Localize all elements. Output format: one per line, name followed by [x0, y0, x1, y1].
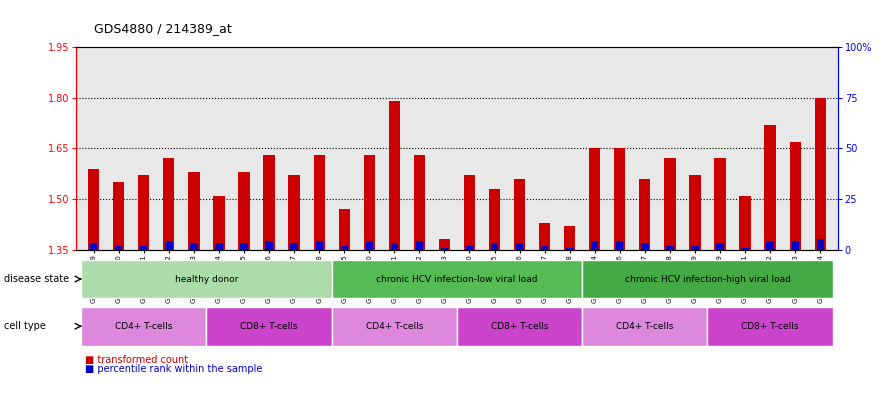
Bar	[213, 196, 225, 250]
Text: disease state: disease state	[4, 274, 70, 284]
Bar	[391, 244, 398, 250]
Text: CD8+ T-cells: CD8+ T-cells	[491, 322, 548, 331]
Bar	[416, 241, 423, 250]
Bar	[215, 244, 222, 250]
Bar	[566, 248, 573, 250]
Bar	[582, 307, 708, 346]
Bar	[614, 149, 625, 250]
Bar	[464, 175, 475, 250]
Bar	[265, 241, 272, 250]
Bar	[206, 307, 332, 346]
Bar	[589, 149, 600, 250]
Bar	[190, 244, 198, 250]
Bar	[539, 222, 550, 250]
Text: chronic HCV infection-high viral load: chronic HCV infection-high viral load	[625, 275, 790, 283]
Text: ■ transformed count: ■ transformed count	[85, 354, 188, 365]
Bar	[115, 246, 123, 250]
Text: CD8+ T-cells: CD8+ T-cells	[240, 322, 297, 331]
Bar	[692, 246, 699, 250]
Bar	[789, 141, 801, 250]
Bar	[689, 175, 701, 250]
Bar	[564, 226, 575, 250]
Bar	[389, 101, 400, 250]
Bar	[332, 259, 582, 299]
Bar	[113, 182, 125, 250]
Text: ■ percentile rank within the sample: ■ percentile rank within the sample	[85, 364, 263, 375]
Bar	[88, 169, 99, 250]
Bar	[766, 241, 774, 250]
Bar	[82, 259, 332, 299]
Bar	[290, 244, 297, 250]
Bar	[708, 307, 832, 346]
Bar	[439, 239, 450, 250]
Bar	[791, 241, 799, 250]
Bar	[457, 307, 582, 346]
Bar	[714, 158, 726, 250]
Bar	[163, 158, 175, 250]
Text: CD8+ T-cells: CD8+ T-cells	[741, 322, 799, 331]
Bar	[591, 241, 599, 250]
Bar	[240, 244, 247, 250]
Text: CD4+ T-cells: CD4+ T-cells	[115, 322, 173, 331]
Bar	[315, 241, 323, 250]
Bar	[516, 244, 523, 250]
Text: CD4+ T-cells: CD4+ T-cells	[366, 322, 423, 331]
Bar	[814, 98, 826, 250]
Bar	[140, 246, 148, 250]
Bar	[289, 175, 300, 250]
Bar	[514, 179, 525, 250]
Bar	[188, 172, 200, 250]
Bar	[489, 189, 500, 250]
Bar	[340, 246, 348, 250]
Bar	[441, 248, 448, 250]
Bar	[667, 246, 674, 250]
Text: healthy donor: healthy donor	[175, 275, 238, 283]
Bar	[582, 259, 832, 299]
Bar	[816, 239, 824, 250]
Text: GDS4880 / 214389_at: GDS4880 / 214389_at	[94, 22, 232, 35]
Bar	[741, 248, 749, 250]
Bar	[764, 125, 776, 250]
Bar	[314, 155, 325, 250]
Bar	[90, 244, 98, 250]
Bar	[716, 244, 724, 250]
Bar	[616, 241, 624, 250]
Bar	[739, 196, 751, 250]
Bar	[339, 209, 349, 250]
Text: chronic HCV infection-low viral load: chronic HCV infection-low viral load	[376, 275, 538, 283]
Bar	[138, 175, 150, 250]
Bar	[332, 307, 457, 346]
Bar	[263, 155, 275, 250]
Bar	[238, 172, 250, 250]
Bar	[642, 244, 649, 250]
Bar	[491, 244, 498, 250]
Bar	[664, 158, 676, 250]
Bar	[466, 246, 473, 250]
Text: cell type: cell type	[4, 321, 47, 331]
Bar	[82, 307, 206, 346]
Bar	[414, 155, 425, 250]
Bar	[366, 241, 373, 250]
Bar	[639, 179, 650, 250]
Bar	[541, 246, 548, 250]
Bar	[364, 155, 375, 250]
Bar	[165, 241, 173, 250]
Text: CD4+ T-cells: CD4+ T-cells	[616, 322, 674, 331]
